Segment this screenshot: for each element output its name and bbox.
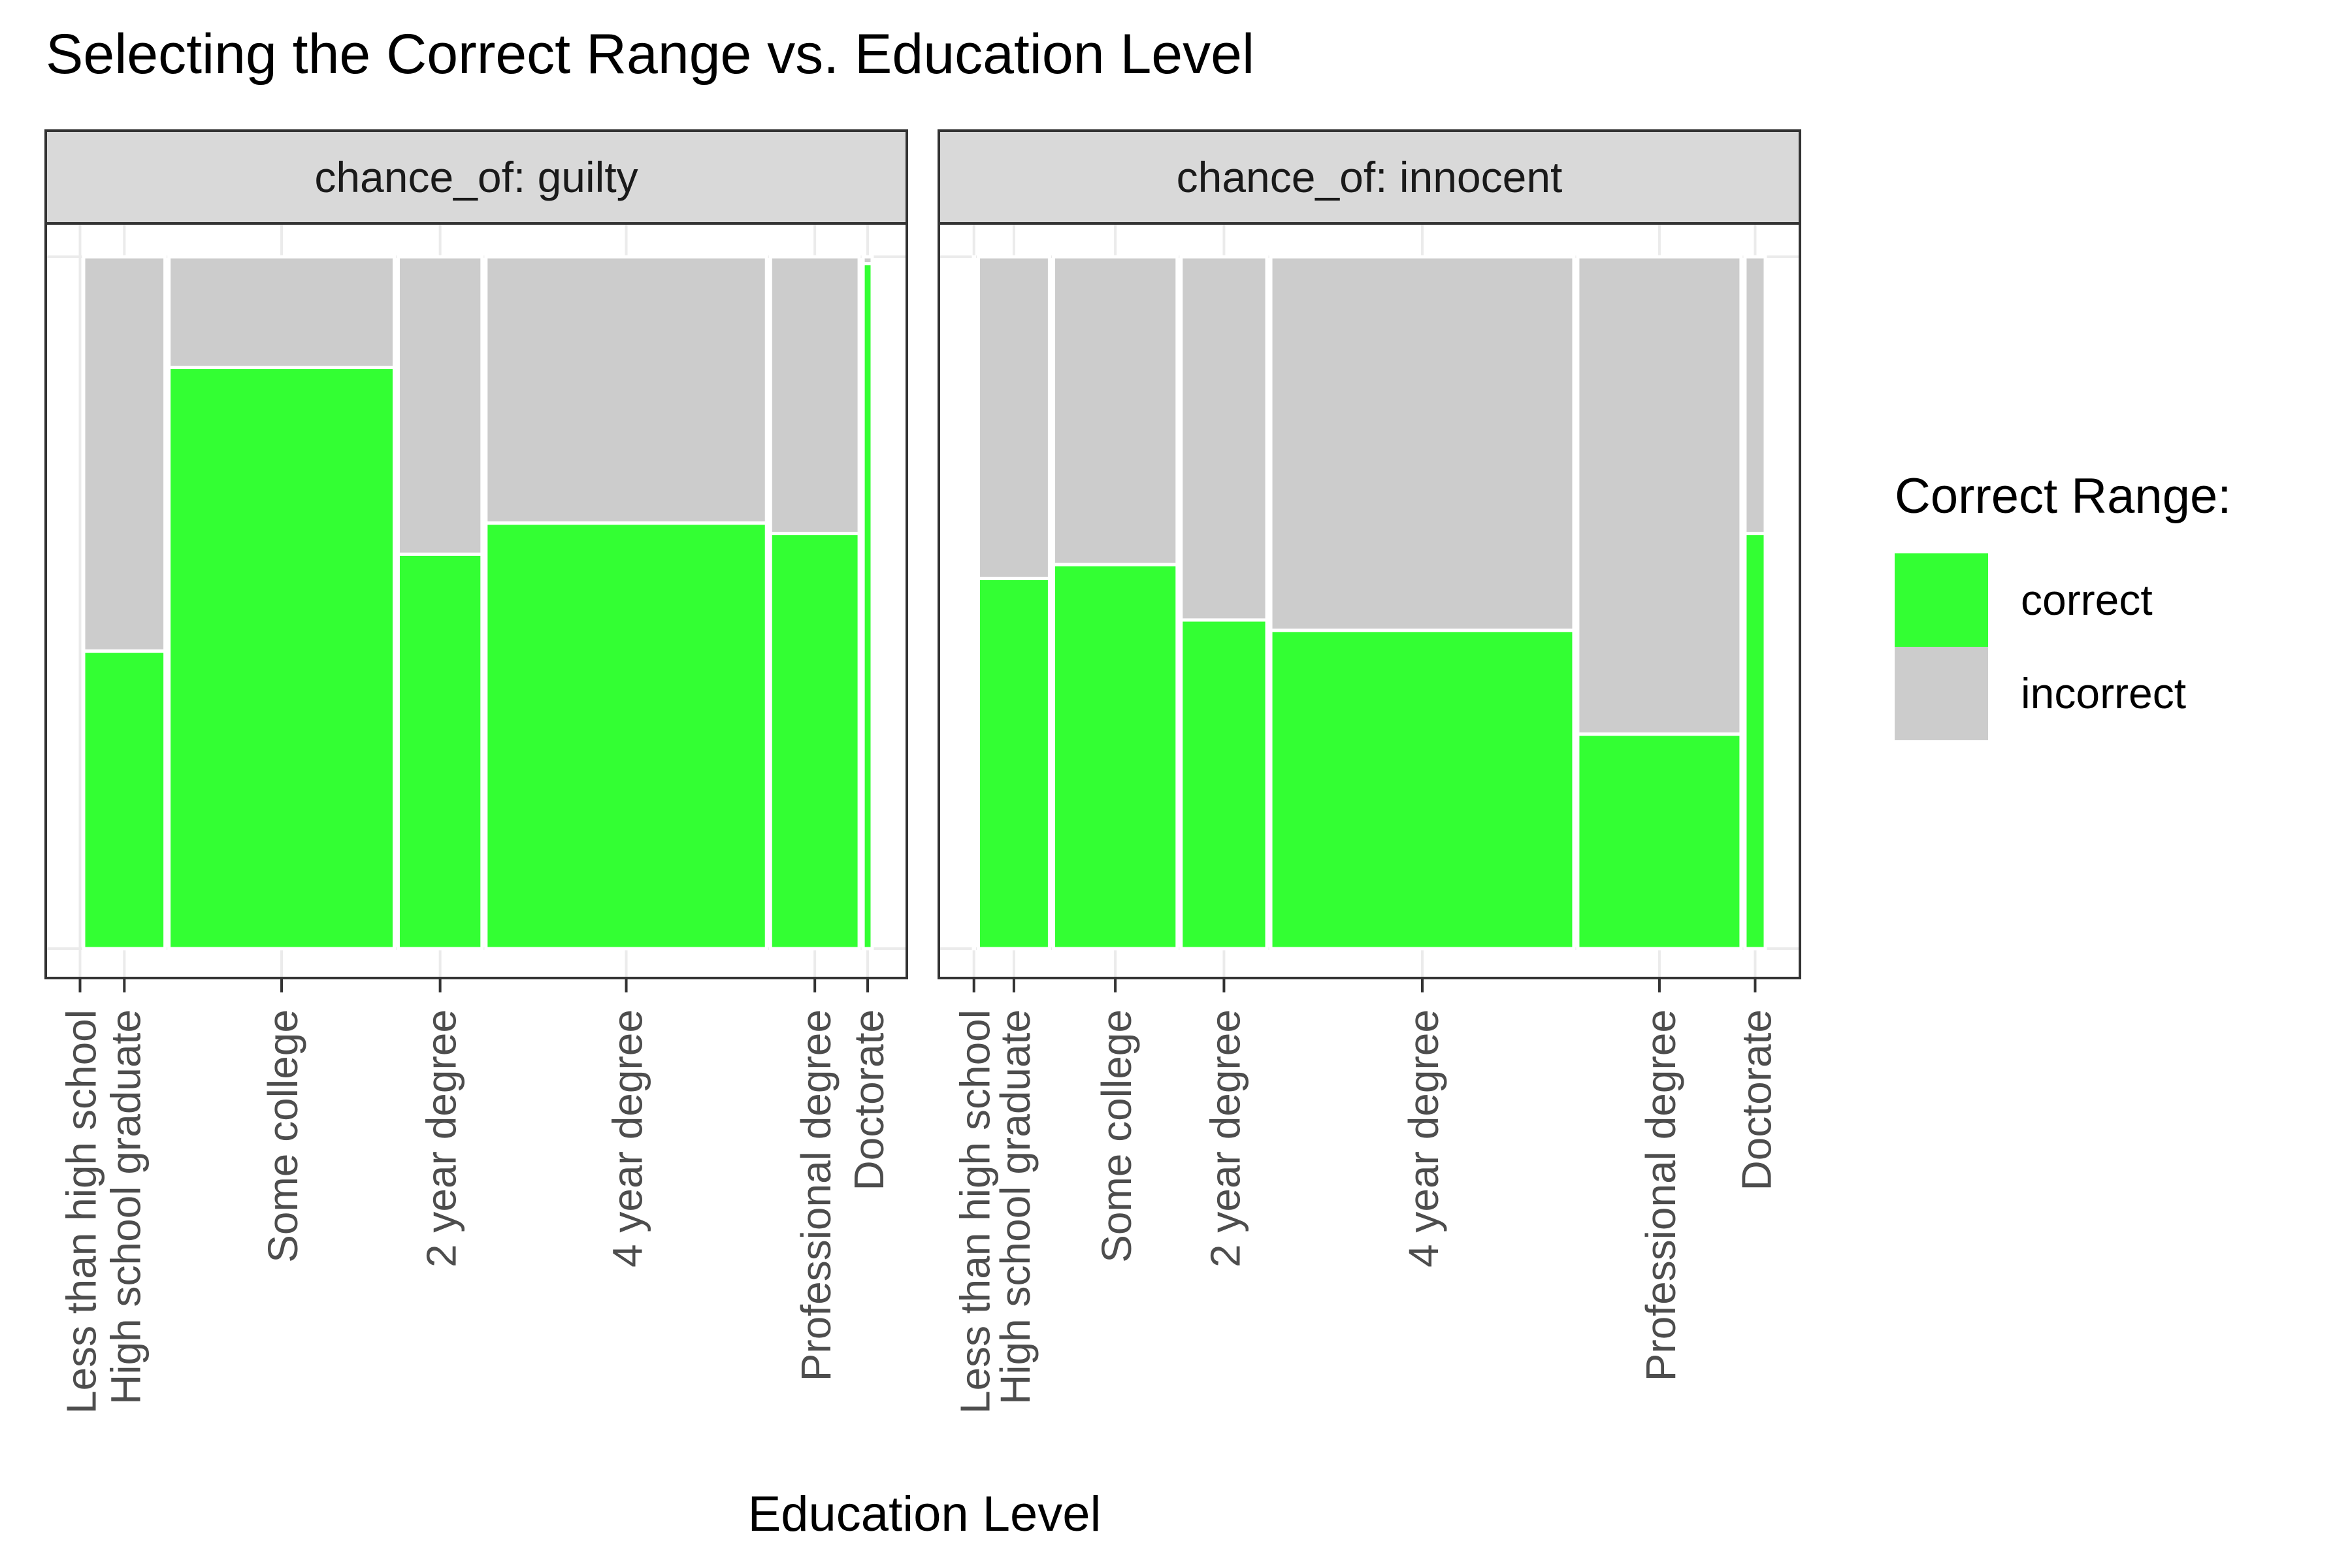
tile-incorrect	[1051, 255, 1179, 566]
legend-label-incorrect: incorrect	[2021, 669, 2186, 717]
x-tick-label: 4 year degree	[1400, 1009, 1447, 1267]
panel-border	[44, 222, 908, 979]
legend-key-correct	[1895, 553, 1988, 647]
tile-incorrect	[972, 255, 976, 951]
legend-title: Correct Range:	[1895, 468, 2231, 524]
legend-items: correct incorrect	[1895, 553, 2186, 740]
x-axis-title: Education Level	[748, 1486, 1102, 1542]
tile-incorrect	[396, 255, 484, 556]
tile-incorrect	[82, 255, 167, 653]
tile-correct	[1576, 732, 1743, 951]
tile-incorrect	[1576, 255, 1743, 736]
tile-correct	[861, 262, 874, 951]
x-tick-label: High school graduate	[102, 1009, 149, 1405]
tile-correct	[1051, 563, 1179, 951]
legend: Correct Range: correct incorrect	[1895, 468, 2231, 740]
facet-strip-label: chance_of: innocent	[1177, 153, 1563, 201]
tile-correct	[167, 365, 396, 951]
x-tick-label: 4 year degree	[604, 1009, 651, 1267]
x-tick-label: Doctorate	[1733, 1009, 1780, 1190]
x-tick-label: 2 year degree	[1201, 1009, 1249, 1267]
chart-title: Selecting the Correct Range vs. Educatio…	[46, 23, 1254, 86]
x-tick-label: Professional degree	[792, 1009, 840, 1381]
facet-panel-2: chance_of: innocent Less than high school…	[938, 129, 1801, 1414]
tile-correct	[82, 649, 167, 951]
tile-incorrect	[1743, 255, 1767, 536]
tile-incorrect	[484, 255, 768, 525]
tile-correct	[484, 521, 768, 951]
facet-panel-1: chance_of: guilty Less than high schoolHi…	[44, 129, 908, 1414]
tile-correct	[768, 532, 861, 951]
x-tick-label: Less than high school	[57, 1009, 105, 1414]
x-tick-label: 2 year degree	[418, 1009, 465, 1267]
tile-correct	[1179, 618, 1269, 951]
x-tick-label: Professional degree	[1637, 1009, 1684, 1381]
x-tick-label: Doctorate	[845, 1009, 892, 1190]
tile-incorrect	[1269, 255, 1576, 632]
x-tick-label: High school graduate	[992, 1009, 1039, 1405]
tile-correct	[1743, 532, 1767, 951]
tile-incorrect	[976, 255, 1051, 580]
tile-incorrect	[167, 255, 396, 369]
tile-correct	[976, 576, 1051, 951]
legend-label-correct: correct	[2021, 576, 2153, 624]
facet-strip	[44, 129, 908, 225]
x-tick-label: Some college	[259, 1009, 306, 1263]
x-tick-label: Some college	[1093, 1009, 1140, 1263]
tile-correct	[396, 552, 484, 951]
legend-key-incorrect	[1895, 647, 1988, 740]
tile-incorrect	[1179, 255, 1269, 622]
facet-strip-label: chance_of: guilty	[314, 153, 638, 201]
panel-border	[938, 222, 1801, 979]
x-tick-label: Less than high school	[952, 1009, 999, 1414]
tile-correct	[1269, 629, 1576, 951]
tile-incorrect	[768, 255, 861, 536]
